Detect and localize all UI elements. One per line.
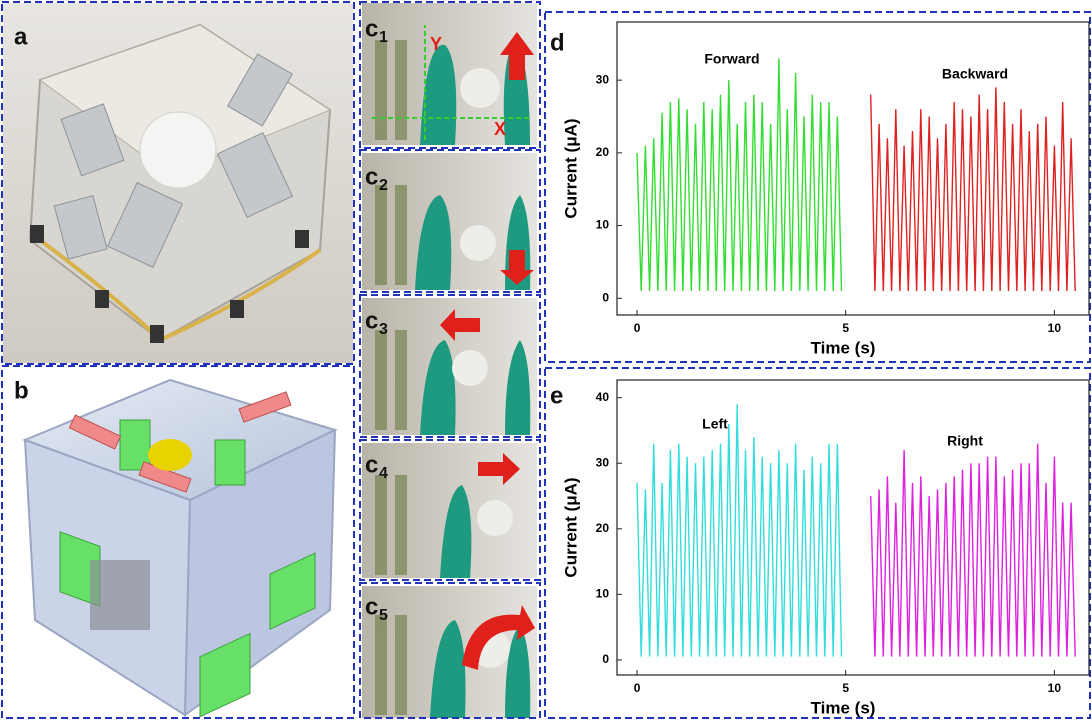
- panel-label-sub: 5: [379, 607, 388, 624]
- annotation: Left: [702, 416, 728, 432]
- axis-label: X: [494, 119, 506, 139]
- panel-label: e: [550, 382, 563, 409]
- y-tick-label: 30: [596, 455, 610, 469]
- axis-label: Y: [430, 34, 442, 54]
- x-tick-label: 10: [1048, 681, 1062, 695]
- x-axis-label: Time (s): [811, 698, 876, 717]
- data-line: [871, 87, 1075, 291]
- y-axis-label: Current (μA): [561, 118, 580, 218]
- data-line: [637, 404, 842, 656]
- y-tick-label: 20: [596, 145, 610, 159]
- x-tick-label: 0: [634, 681, 641, 695]
- panel-label-sub: 2: [379, 177, 388, 194]
- annotation: Backward: [942, 66, 1008, 82]
- data-line: [871, 444, 1075, 657]
- panel-label: c: [365, 451, 378, 478]
- panel-label-sub: 3: [379, 321, 388, 338]
- panel-label: a: [14, 23, 28, 50]
- y-tick-label: 40: [596, 390, 610, 404]
- figure: a b d e Y X c1c2c3c4c501020300510Time (s…: [0, 0, 1092, 720]
- x-tick-label: 5: [842, 321, 849, 335]
- y-tick-label: 0: [602, 290, 609, 304]
- plot-frame: [617, 380, 1089, 675]
- frame: [545, 368, 1090, 718]
- y-tick-label: 10: [596, 587, 610, 601]
- x-tick-label: 10: [1048, 321, 1062, 335]
- photo-a: [3, 3, 353, 363]
- y-tick-label: 10: [596, 218, 610, 232]
- annotation: Right: [947, 433, 983, 449]
- x-tick-label: 5: [842, 681, 849, 695]
- panel-label: d: [550, 29, 565, 56]
- panel-label-sub: 4: [379, 465, 388, 482]
- panel-label: c: [365, 15, 378, 42]
- y-tick-label: 30: [596, 72, 610, 86]
- panel-label-sub: 1: [379, 29, 388, 46]
- panel-label: b: [14, 377, 29, 404]
- panel-label: c: [365, 163, 378, 190]
- frame: [545, 12, 1090, 362]
- y-tick-label: 0: [602, 652, 609, 666]
- render-b: [25, 380, 335, 717]
- y-axis-label: Current (μA): [561, 477, 580, 577]
- x-axis-label: Time (s): [811, 338, 876, 357]
- data-line: [637, 58, 842, 291]
- x-tick-label: 0: [634, 321, 641, 335]
- annotation: Forward: [704, 51, 759, 67]
- photos-c: [362, 3, 537, 718]
- y-tick-label: 20: [596, 521, 610, 535]
- panel-label: c: [365, 307, 378, 334]
- panel-label: c: [365, 593, 378, 620]
